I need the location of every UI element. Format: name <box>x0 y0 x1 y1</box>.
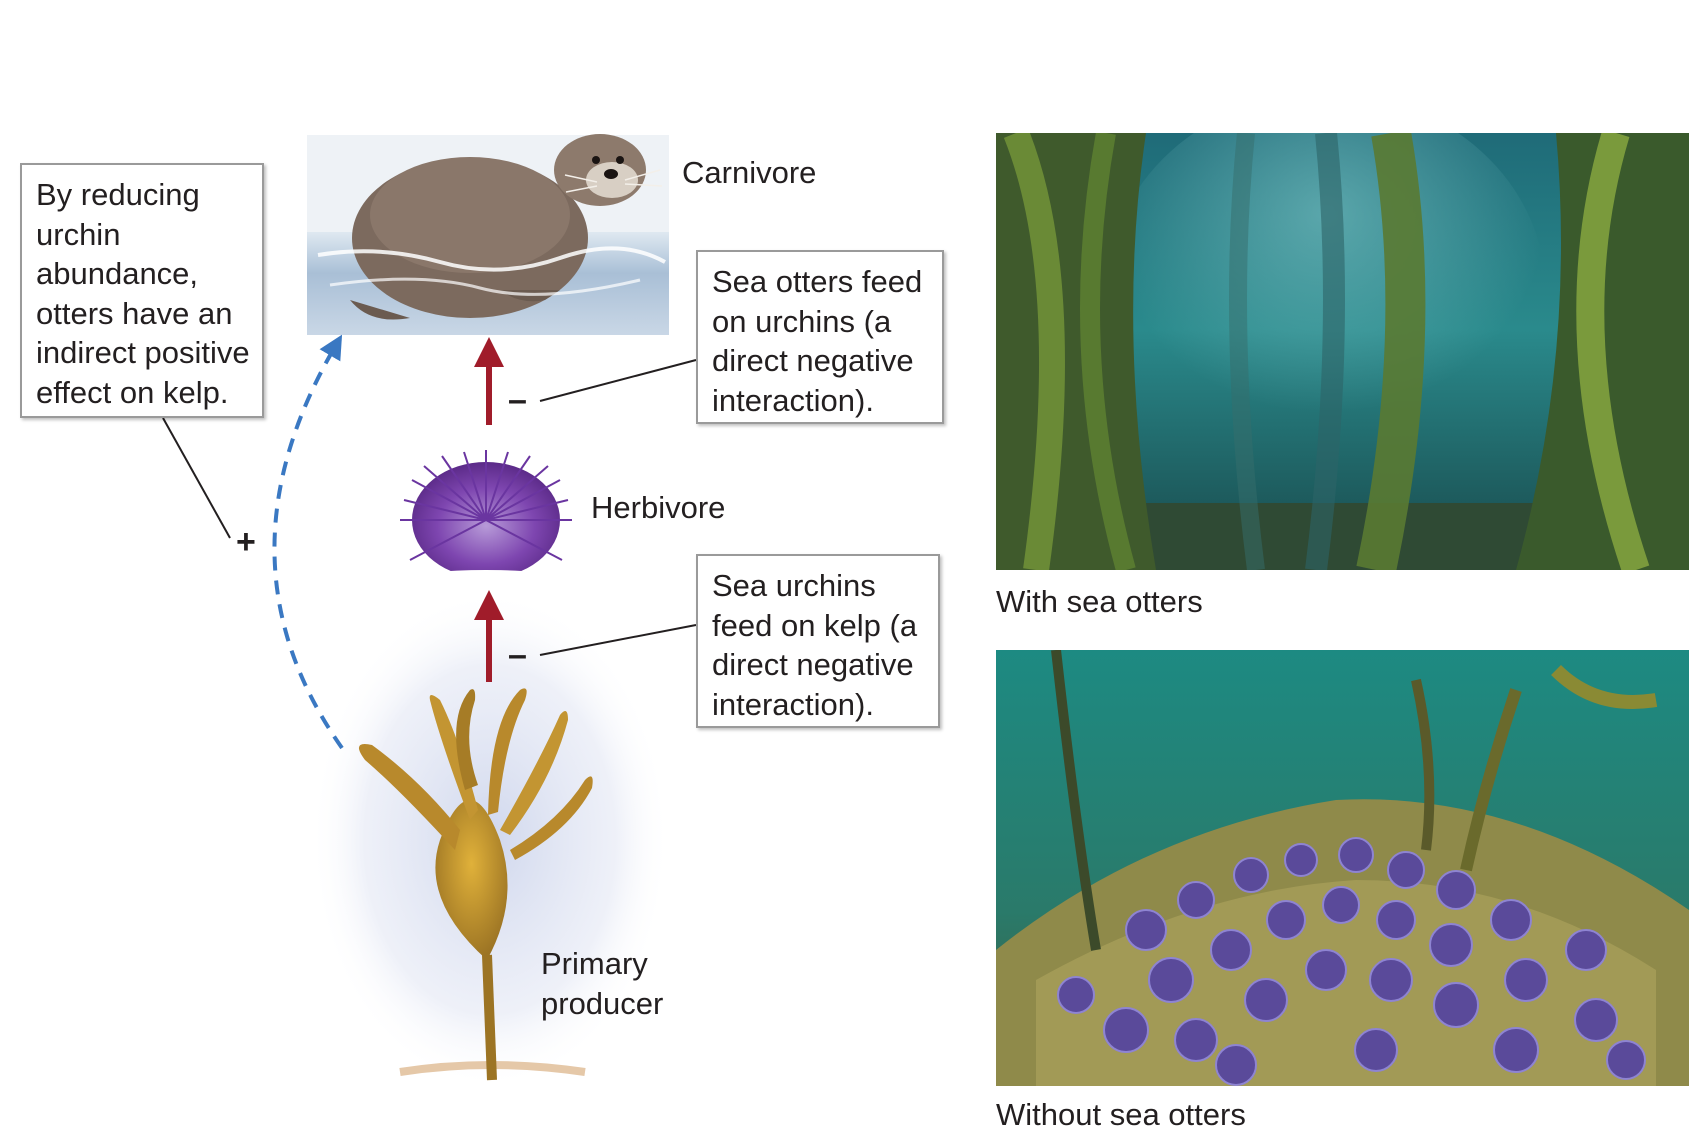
negative-sign-bottom: – <box>508 636 527 674</box>
primary-producer-label: Primary producer <box>541 944 663 1023</box>
leader-line-indirect <box>162 417 231 539</box>
callout-line: Sea urchins <box>712 568 876 603</box>
callout-line: direct negative <box>712 647 914 682</box>
callout-line: indirect positive <box>36 335 250 370</box>
callout-line: Sea otters feed <box>712 264 923 299</box>
callout-line: abundance, <box>36 256 199 291</box>
callout-line: urchin <box>36 216 121 252</box>
with-otters-caption: With sea otters <box>996 584 1203 619</box>
leader-line-urchins <box>539 624 697 656</box>
kelp-forest-photo <box>996 133 1689 570</box>
primary-producer-line-2: producer <box>541 985 664 1021</box>
carnivore-label: Carnivore <box>682 155 817 190</box>
otter-illustration <box>307 134 669 335</box>
indirect-effect-arrow <box>272 334 344 750</box>
otters-feed-callout: Sea otters feed on urchins (a direct neg… <box>696 250 944 424</box>
callout-line: on urchins (a <box>712 303 892 339</box>
callout-line: interaction). <box>712 686 874 722</box>
callout-line: By reducing <box>36 177 200 212</box>
positive-sign: + <box>236 523 256 561</box>
callout-line: feed on kelp (a <box>712 607 918 643</box>
urchin-barren-photo <box>996 650 1689 1086</box>
without-otters-caption: Without sea otters <box>996 1097 1246 1132</box>
leader-line-otters <box>539 359 697 402</box>
callout-line: interaction). <box>712 382 874 418</box>
callout-line: effect on kelp. <box>36 374 229 410</box>
primary-producer-line-1: Primary <box>541 946 648 981</box>
herbivore-label: Herbivore <box>591 490 726 525</box>
negative-sign-top: – <box>508 381 527 419</box>
kelp-illustration <box>310 590 670 1090</box>
urchin-illustration <box>400 450 572 586</box>
callout-line: direct negative <box>712 343 914 378</box>
callout-line: otters have an <box>36 295 233 331</box>
urchins-feed-callout: Sea urchins feed on kelp (a direct negat… <box>696 554 940 728</box>
indirect-effect-callout: By reducing urchin abundance, otters hav… <box>20 163 264 418</box>
